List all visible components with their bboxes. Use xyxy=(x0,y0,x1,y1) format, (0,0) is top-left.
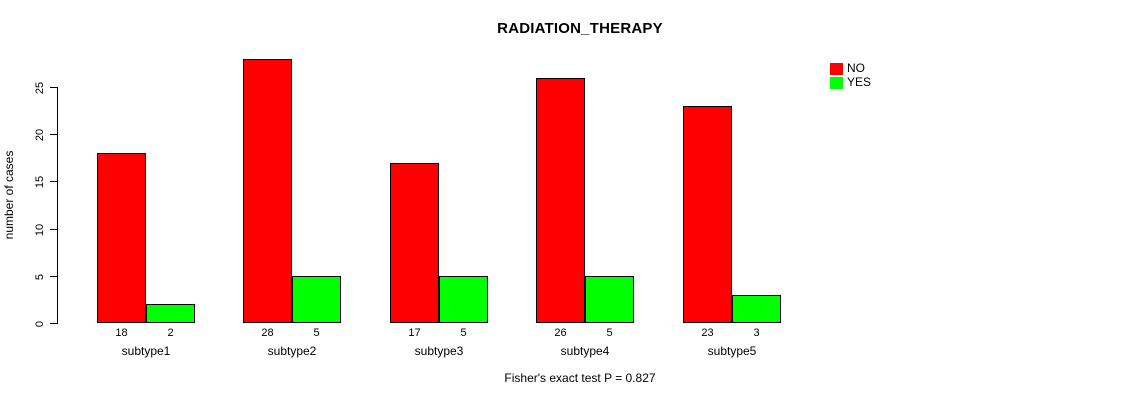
bar-yes-subtype4 xyxy=(585,276,634,323)
legend-label-no: NO xyxy=(847,61,865,75)
y-tick xyxy=(50,87,57,88)
bar-value-yes-subtype4: 5 xyxy=(606,327,613,339)
fisher-test-annotation: Fisher's exact test P = 0.827 xyxy=(504,371,656,385)
y-tick-label: 20 xyxy=(34,128,46,141)
bar-no-subtype3 xyxy=(390,163,439,323)
legend-item-yes: YES xyxy=(830,76,871,89)
chart-title: RADIATION_THERAPY xyxy=(497,20,663,37)
category-label-subtype1: subtype1 xyxy=(121,344,171,358)
y-tick-label: 0 xyxy=(34,320,46,327)
category-label-subtype5: subtype5 xyxy=(707,344,757,358)
y-tick xyxy=(50,276,57,277)
y-tick xyxy=(50,323,57,324)
bar-no-subtype5 xyxy=(683,106,732,323)
legend-item-no: NO xyxy=(830,62,871,75)
bar-value-yes-subtype2: 5 xyxy=(313,327,320,339)
y-tick xyxy=(50,229,57,230)
bar-value-no-subtype5: 23 xyxy=(701,327,714,339)
category-label-subtype2: subtype2 xyxy=(267,344,317,358)
bar-yes-subtype2 xyxy=(292,276,341,323)
legend-label-yes: YES xyxy=(847,75,872,89)
legend: NO YES xyxy=(830,62,871,89)
bar-yes-subtype1 xyxy=(146,304,195,323)
y-tick xyxy=(50,134,57,135)
y-tick-label: 10 xyxy=(34,223,46,236)
bar-value-yes-subtype1: 2 xyxy=(167,327,174,339)
bar-value-yes-subtype3: 5 xyxy=(460,327,467,339)
category-label-subtype4: subtype4 xyxy=(560,344,610,358)
bar-value-no-subtype4: 26 xyxy=(554,327,567,339)
bar-yes-subtype5 xyxy=(732,295,781,323)
bar-no-subtype4 xyxy=(536,78,585,323)
bar-value-no-subtype3: 17 xyxy=(408,327,421,339)
y-axis xyxy=(57,87,58,324)
bar-no-subtype2 xyxy=(243,59,292,323)
y-tick xyxy=(50,181,57,182)
bar-no-subtype1 xyxy=(97,153,146,323)
y-tick-label: 15 xyxy=(34,175,46,188)
category-label-subtype3: subtype3 xyxy=(414,344,464,358)
y-tick-label: 5 xyxy=(34,273,46,280)
bar-value-yes-subtype5: 3 xyxy=(753,327,760,339)
legend-swatch-no xyxy=(830,62,843,75)
y-tick-label: 25 xyxy=(34,81,46,94)
bar-value-no-subtype1: 18 xyxy=(115,327,128,339)
bar-yes-subtype3 xyxy=(439,276,488,323)
bar-value-no-subtype2: 28 xyxy=(261,327,274,339)
legend-swatch-yes xyxy=(830,76,843,89)
